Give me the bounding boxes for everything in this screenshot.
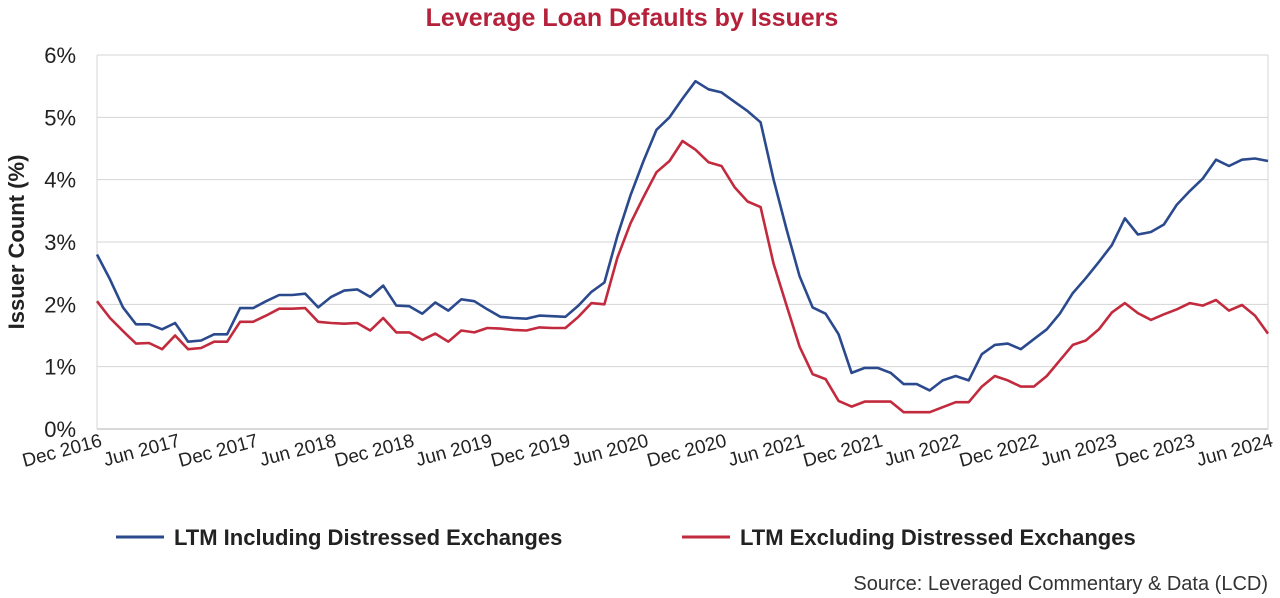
x-tick-label: Jun 2018: [258, 431, 339, 472]
x-tick-label: Jun 2020: [570, 431, 651, 472]
x-tick-label: Dec 2023: [1113, 431, 1197, 472]
x-tick-label: Dec 2018: [333, 431, 417, 472]
x-tick-label: Dec 2021: [801, 431, 885, 472]
y-tick-label: 5%: [44, 105, 76, 130]
y-axis-ticks: 0% 1% 2% 3% 4% 5% 6%: [44, 43, 76, 442]
x-tick-label: Jun 2019: [414, 431, 495, 472]
x-tick-label: Dec 2022: [957, 431, 1041, 472]
legend-label-excluding: LTM Excluding Distressed Exchanges: [740, 525, 1136, 550]
series-line-including: [95, 79, 1269, 392]
x-tick-label: Dec 2017: [176, 431, 260, 472]
y-tick-label: 1%: [44, 355, 76, 380]
x-tick-label: Jun 2021: [726, 431, 807, 472]
x-tick-label: Jun 2023: [1038, 431, 1119, 472]
x-tick-label: Jun 2024: [1194, 430, 1275, 471]
x-tick-label: Dec 2019: [489, 431, 573, 472]
series-lines: [95, 79, 1270, 414]
y-tick-label: 2%: [44, 292, 76, 317]
x-tick-label: Jun 2017: [101, 431, 182, 472]
y-tick-label: 6%: [44, 43, 76, 68]
legend: LTM Including Distressed Exchanges LTM E…: [116, 525, 1136, 550]
x-tick-label: Jun 2022: [882, 431, 963, 472]
y-tick-label: 0%: [44, 417, 76, 442]
y-tick-label: 4%: [44, 168, 76, 193]
series-line-excluding: [95, 139, 1270, 414]
chart-title: Leverage Loan Defaults by Issuers: [426, 4, 839, 32]
source-note: Source: Leveraged Commentary & Data (LCD…: [853, 573, 1268, 595]
x-tick-label: Dec 2020: [645, 431, 729, 472]
y-axis-label: Issuer Count (%): [4, 155, 29, 330]
legend-label-including: LTM Including Distressed Exchanges: [174, 525, 562, 550]
y-tick-label: 3%: [44, 230, 76, 255]
grid-lines: [96, 54, 1269, 430]
